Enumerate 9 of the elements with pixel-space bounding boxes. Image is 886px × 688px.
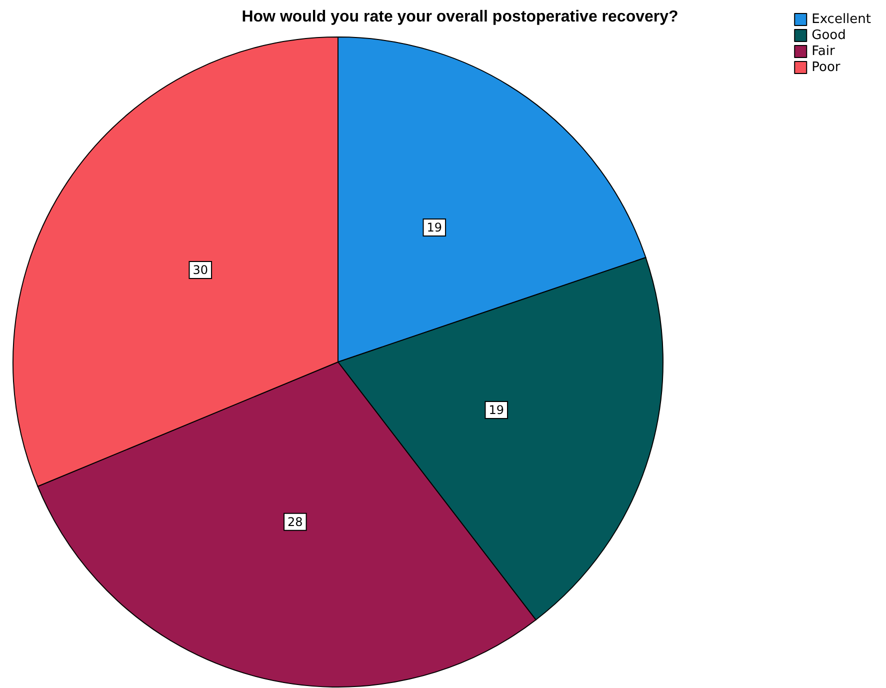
chart-title: How would you rate your overall postoperative recovery? [242,8,678,26]
legend-label: Fair [812,44,836,59]
data-label: 19 [488,403,504,418]
legend-label: Good [812,28,846,43]
data-label: 28 [288,514,303,529]
data-label: 19 [426,220,442,234]
legend-label: Poor [812,60,841,75]
data-label: 30 [192,263,208,278]
legend-label: Excellent [812,12,872,27]
